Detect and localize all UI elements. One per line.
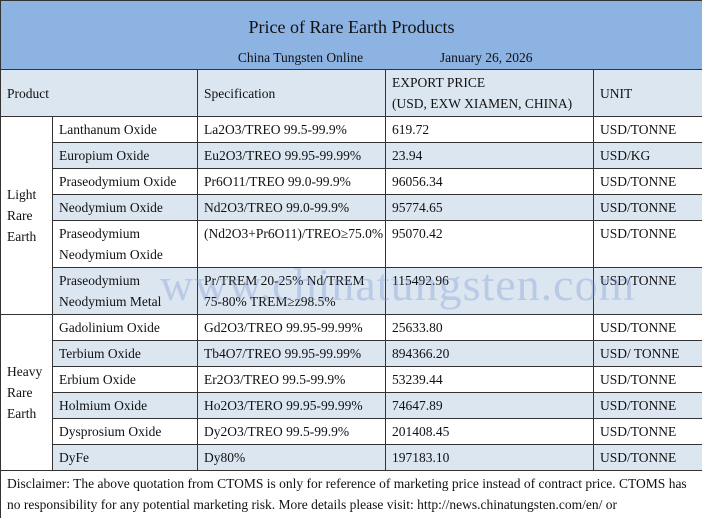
cell-price: 53239.44: [385, 366, 594, 393]
cell-unit: USD/TONNE: [592, 444, 702, 471]
cell-unit: USD/TONNE: [592, 392, 702, 419]
source: China Tungsten Online: [237, 50, 364, 65]
header-price-l2: (USD, EXW XIAMEN, CHINA): [392, 96, 573, 111]
cell-name: Praseodymium Neodymium Metal: [52, 267, 198, 315]
cell-name: Praseodymium Neodymium Oxide: [52, 220, 198, 268]
table-row: Praseodymium Neodymium Oxide (Nd2O3+Pr6O1…: [1, 220, 702, 268]
cell-price: 894366.20: [385, 340, 594, 367]
cell-unit: USD/KG: [592, 142, 702, 169]
cell-spec: Dy80%: [197, 444, 386, 471]
cell-name: Lanthanum Oxide: [52, 116, 198, 143]
table-row: Praseodymium Neodymium Metal Pr/TREM 20-2…: [1, 267, 702, 315]
table-row: Dysprosium Oxide Dy2O3/TREO 99.5-99.9% 201…: [1, 418, 702, 445]
cell-price: 25633.80: [385, 314, 594, 341]
header-price: EXPORT PRICE (USD, EXW XIAMEN, CHINA): [385, 69, 594, 117]
cell-unit: USD/TONNE: [592, 220, 702, 268]
cell-price: 197183.10: [385, 444, 594, 471]
cell-name: Praseodymium Oxide: [52, 168, 198, 195]
table-row: Neodymium Oxide Nd2O3/TREO 99.0-99.9% 9577…: [1, 194, 702, 221]
table-row: Europium Oxide Eu2O3/TREO 99.95-99.99% 23.…: [1, 142, 702, 169]
table-row: Holmium Oxide Ho2O3/TERO 99.95-99.99% 7464…: [1, 392, 702, 419]
cell-unit: USD/TONNE: [592, 116, 702, 143]
cell-price: 115492.96: [385, 267, 594, 315]
cell-spec: Dy2O3/TREO 99.5-99.9%: [197, 418, 386, 445]
cell-name: Erbium Oxide: [52, 366, 198, 393]
group-heavy: Heavy Rare Earth: [0, 314, 53, 471]
table-row: Terbium Oxide Tb4O7/TREO 99.95-99.99% 8943…: [1, 340, 702, 367]
header-price-l1: EXPORT PRICE: [392, 75, 486, 90]
cell-spec: Nd2O3/TREO 99.0-99.9%: [197, 194, 386, 221]
cell-unit: USD/TONNE: [592, 168, 702, 195]
group-light: Light Rare Earth: [0, 116, 53, 315]
table-row: Heavy Rare Earth Gadolinium Oxide Gd2O3/TR…: [0, 314, 702, 471]
cell-spec: Ho2O3/TERO 99.95-99.99%: [197, 392, 386, 419]
cell-spec: Tb4O7/TREO 99.95-99.99%: [197, 340, 386, 367]
table-row: Praseodymium Oxide Pr6O11/TREO 99.0-99.9%…: [1, 168, 702, 195]
cell-spec: La2O3/TREO 99.5-99.9%: [197, 116, 386, 143]
table-title: Price of Rare Earth Products: [0, 0, 702, 47]
cell-name: Gadolinium Oxide: [52, 314, 198, 341]
cell-spec: (Nd2O3+Pr6O11)/TREO≥75.0%: [197, 220, 386, 268]
cell-price: 23.94: [385, 142, 594, 169]
cell-name: DyFe: [52, 444, 198, 471]
table-row: Erbium Oxide Er2O3/TREO 99.5-99.9% 53239.4…: [1, 366, 702, 393]
cell-unit: USD/ TONNE: [592, 340, 702, 367]
cell-spec: Pr6O11/TREO 99.0-99.9%: [197, 168, 386, 195]
cell-unit: USD/TONNE: [592, 418, 702, 445]
cell-name: Europium Oxide: [52, 142, 198, 169]
cell-price: 619.72: [385, 116, 594, 143]
cell-name: Terbium Oxide: [52, 340, 198, 367]
header-row: Product Specification EXPORT PRICE (USD, …: [0, 69, 702, 117]
cell-price: 95774.65: [385, 194, 594, 221]
cell-unit: USD/TONNE: [592, 366, 702, 393]
table-row: DyFe Dy80% 197183.10 USD/TONNE: [1, 444, 702, 471]
header-spec: Specification: [197, 69, 386, 117]
cell-unit: USD/TONNE: [592, 194, 702, 221]
cell-name: Neodymium Oxide: [52, 194, 198, 221]
cell-price: 96056.34: [385, 168, 594, 195]
cell-name: Dysprosium Oxide: [52, 418, 198, 445]
date: January 26, 2026: [439, 50, 533, 65]
table-row: Light Rare Earth Lanthanum Oxide La2O3/TRE…: [0, 116, 702, 315]
cell-unit: USD/TONNE: [592, 314, 702, 341]
header-unit: UNIT: [592, 69, 702, 117]
cell-spec: Eu2O3/TREO 99.95-99.99%: [197, 142, 386, 169]
cell-name: Holmium Oxide: [52, 392, 198, 419]
disclaimer: Disclaimer: The above quotation from CTO…: [0, 470, 702, 518]
cell-unit: USD/TONNE: [592, 267, 702, 315]
header-product: Product: [0, 69, 198, 117]
cell-spec: Er2O3/TREO 99.5-99.9%: [197, 366, 386, 393]
cell-price: 95070.42: [385, 220, 594, 268]
cell-price: 201408.45: [385, 418, 594, 445]
cell-spec: Pr/TREM 20-25% Nd/TREM 75-80% TREM≥z98.5…: [197, 267, 386, 315]
cell-spec: Gd2O3/TREO 99.95-99.99%: [197, 314, 386, 341]
subtitle: China Tungsten Online January 26, 2026: [0, 47, 702, 70]
cell-price: 74647.89: [385, 392, 594, 419]
